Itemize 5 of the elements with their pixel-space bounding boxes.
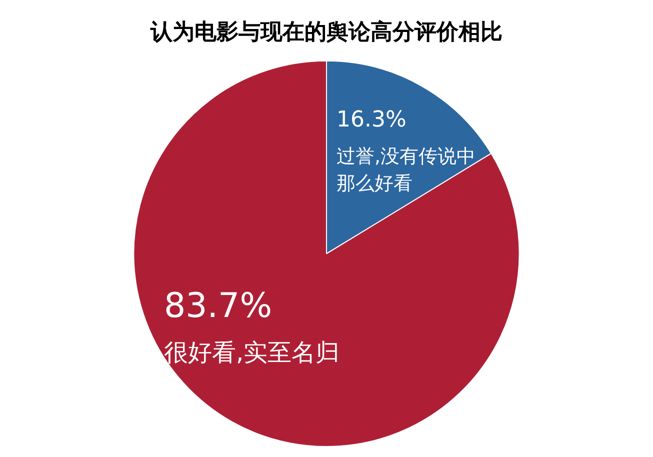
slice-label: 过誉,没有传说中那么好看 (336, 145, 476, 194)
chart-title: 认为电影与现在的舆论高分评价相比 (150, 18, 502, 45)
slice-label: 很好看,实至名归 (164, 338, 340, 367)
data-label: 16.3% (336, 108, 406, 133)
data-label: 83.7% (164, 286, 272, 326)
